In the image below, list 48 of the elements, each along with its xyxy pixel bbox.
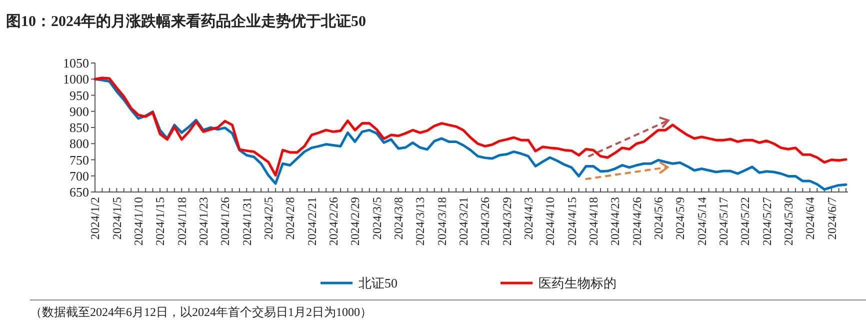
x-tick-label: 2024/3/5 <box>370 197 384 240</box>
x-tick-label: 2024/3/8 <box>391 197 406 240</box>
x-tick-label: 2024/1/31 <box>240 197 254 246</box>
x-tick-label: 2024/1/10 <box>132 197 146 246</box>
x-tick-label: 2024/4/18 <box>586 197 600 246</box>
x-tick-label: 2024/5/6 <box>651 197 666 240</box>
x-tick-label: 2024/3/18 <box>434 197 449 246</box>
legend-label: 医药生物标的 <box>538 276 616 291</box>
y-tick-label: 750 <box>70 152 89 168</box>
x-tick-label: 2024/2/26 <box>326 197 340 246</box>
x-tick-label: 2024/1/15 <box>153 197 168 246</box>
x-tick-label: 2024/1/2 <box>88 197 102 240</box>
x-tick-label: 2024/5/14 <box>694 197 709 246</box>
x-tick-label: 2024/5/30 <box>781 197 796 246</box>
x-tick-label: 2024/5/9 <box>673 197 688 240</box>
x-tick-label: 2024/5/22 <box>738 197 752 246</box>
x-tick-label: 2024/3/26 <box>478 197 492 246</box>
x-tick-label: 2024/4/10 <box>543 197 558 246</box>
x-tick-label: 2024/2/21 <box>304 197 319 246</box>
x-tick-label: 2024/1/18 <box>174 197 189 246</box>
y-tick-label: 950 <box>70 88 89 103</box>
x-tick-label: 2024/4/3 <box>521 197 536 240</box>
x-tick-label: 2024/1/26 <box>218 197 232 246</box>
y-tick-label: 850 <box>70 120 89 136</box>
y-tick-label: 800 <box>70 136 89 152</box>
x-tick-label: 2024/3/21 <box>456 197 470 246</box>
text: （数据截至2024年6月12日，以2024年首个交易日1月2日为1000） <box>30 305 372 319</box>
x-tick-label: 2024/2/8 <box>283 197 298 240</box>
x-tick-label: 2024/6/4 <box>803 197 818 240</box>
y-tick-label: 1050 <box>63 56 89 71</box>
y-tick-label: 650 <box>70 184 89 200</box>
x-tick-label: 2024/2/29 <box>348 197 362 246</box>
x-tick-label: 2024/6/7 <box>824 197 839 240</box>
x-tick-label: 2024/3/29 <box>500 197 514 246</box>
y-tick-label: 1000 <box>63 72 89 87</box>
x-tick-label: 2024/4/15 <box>564 197 579 246</box>
x-tick-label: 2024/2/5 <box>262 197 276 240</box>
y-tick-label: 900 <box>70 104 89 119</box>
y-tick-label: 700 <box>70 168 89 184</box>
legend-label: 北证50 <box>358 276 398 291</box>
x-tick-label: 2024/1/5 <box>110 197 124 240</box>
x-tick-label: 2024/1/23 <box>196 197 211 246</box>
x-tick-label: 2024/4/23 <box>608 197 622 246</box>
x-tick-label: 2024/3/13 <box>413 197 428 246</box>
x-tick-label: 2024/5/27 <box>760 197 774 246</box>
x-tick-label: 2024/4/26 <box>630 197 644 246</box>
chart-title: 图10：2024年的月涨跌幅来看药品企业走势优于北证50 <box>6 13 366 30</box>
x-tick-label: 2024/5/17 <box>716 197 730 246</box>
